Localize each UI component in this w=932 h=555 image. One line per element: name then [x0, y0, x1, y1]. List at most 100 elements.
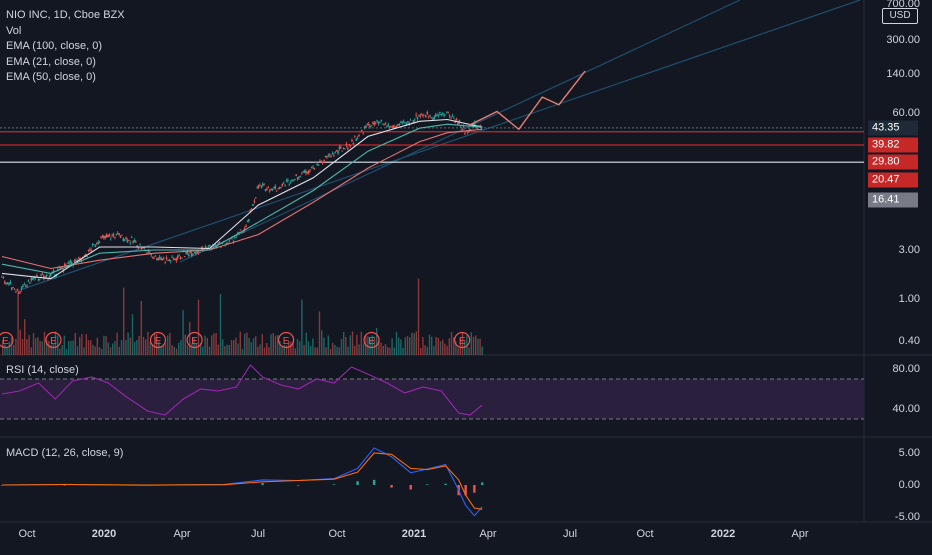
volume-bar [228, 345, 230, 355]
candle-body [335, 150, 338, 152]
candle-body [287, 179, 289, 182]
candle-body [215, 246, 218, 248]
candle-body [418, 115, 420, 117]
legend-ema100: EMA (100, close, 0) [6, 40, 102, 52]
volume-bar [437, 337, 439, 355]
candle-body [266, 188, 268, 190]
volume-bar [149, 341, 151, 355]
candle-body [377, 121, 380, 124]
volume-bar [442, 339, 444, 355]
candle-body [333, 155, 335, 157]
candle-body [13, 289, 16, 290]
candle-body [43, 275, 45, 279]
candle-body [327, 155, 330, 157]
candle-body [157, 257, 159, 260]
macd-histogram-bar [63, 484, 66, 486]
candle-body [261, 183, 264, 186]
candle-body [298, 176, 300, 178]
candle-body [402, 121, 405, 123]
volume-bar [103, 335, 105, 355]
volume-bar [134, 341, 136, 355]
candle-body [326, 156, 328, 158]
candle-body [140, 247, 143, 249]
volume-bar [477, 338, 479, 355]
volume-bar [125, 340, 127, 355]
volume-bar [248, 337, 250, 355]
candle-body [459, 125, 462, 127]
candle-body [312, 166, 314, 168]
volume-bar [35, 338, 37, 355]
candle-body [353, 136, 356, 138]
candle-body [48, 276, 51, 279]
volume-bar [90, 340, 92, 355]
volume-bar [472, 336, 475, 355]
candle-body [372, 122, 374, 124]
volume-bar [127, 332, 129, 355]
volume-bar [169, 332, 171, 355]
candle-body [429, 115, 431, 116]
volume-bar [76, 346, 79, 355]
earnings-marker: E [45, 331, 62, 349]
candle-body [390, 126, 392, 128]
volume-bar [358, 344, 360, 355]
candle-body [229, 238, 232, 240]
macd-signal-line [1, 452, 483, 510]
volume-bar [65, 348, 68, 355]
candle-body [1, 276, 3, 278]
candle-body [351, 139, 353, 142]
earnings-circle [186, 331, 203, 349]
volume-bar [138, 336, 140, 355]
earnings-circle [0, 331, 14, 349]
candle-body [362, 132, 364, 134]
candle-body [242, 231, 245, 233]
candle-body [437, 115, 440, 117]
candle-body [305, 171, 307, 174]
candle-body [190, 253, 193, 257]
currency-button[interactable]: USD [882, 8, 918, 24]
volume-bar [453, 337, 455, 355]
volume-bar [87, 340, 90, 355]
candle-body [153, 258, 155, 259]
candle-body [468, 130, 470, 133]
candle-body [121, 234, 123, 236]
candle-body [55, 275, 58, 277]
candle-body [296, 177, 299, 180]
volume-bar [312, 338, 314, 355]
candle-body [33, 276, 35, 279]
volume-bar [356, 334, 358, 355]
volume-bar [24, 319, 26, 355]
candle-body [440, 114, 443, 116]
volume-bar [37, 337, 39, 355]
time-axis-tick: Apr [791, 528, 809, 540]
candle-body [387, 124, 390, 126]
candle-body [5, 283, 7, 284]
candle-body [86, 256, 88, 258]
volume-bar [270, 334, 272, 355]
volume-bar [281, 347, 283, 355]
candle-body [439, 111, 441, 114]
volume-bar [147, 331, 149, 355]
candle-body [268, 190, 271, 192]
candle-body [277, 188, 279, 190]
candle-body [384, 122, 387, 125]
volume-bar [380, 342, 382, 355]
candle-body [102, 235, 105, 238]
candle-body [289, 182, 292, 183]
volume-bar [367, 336, 369, 355]
candle-body [425, 115, 427, 117]
volume-bar [387, 347, 389, 355]
candle-body [115, 233, 118, 235]
volume-bar [382, 346, 384, 355]
volume-bar [19, 329, 21, 355]
candle-body [22, 285, 24, 288]
volume-bar [41, 341, 43, 355]
volume-bar [72, 340, 74, 355]
time-axis-tick: Jul [562, 528, 578, 540]
volume-bar [398, 337, 400, 355]
volume-bar [371, 335, 373, 355]
volume-bar [195, 344, 197, 355]
candle-body [155, 258, 158, 260]
candle-body [282, 182, 285, 184]
